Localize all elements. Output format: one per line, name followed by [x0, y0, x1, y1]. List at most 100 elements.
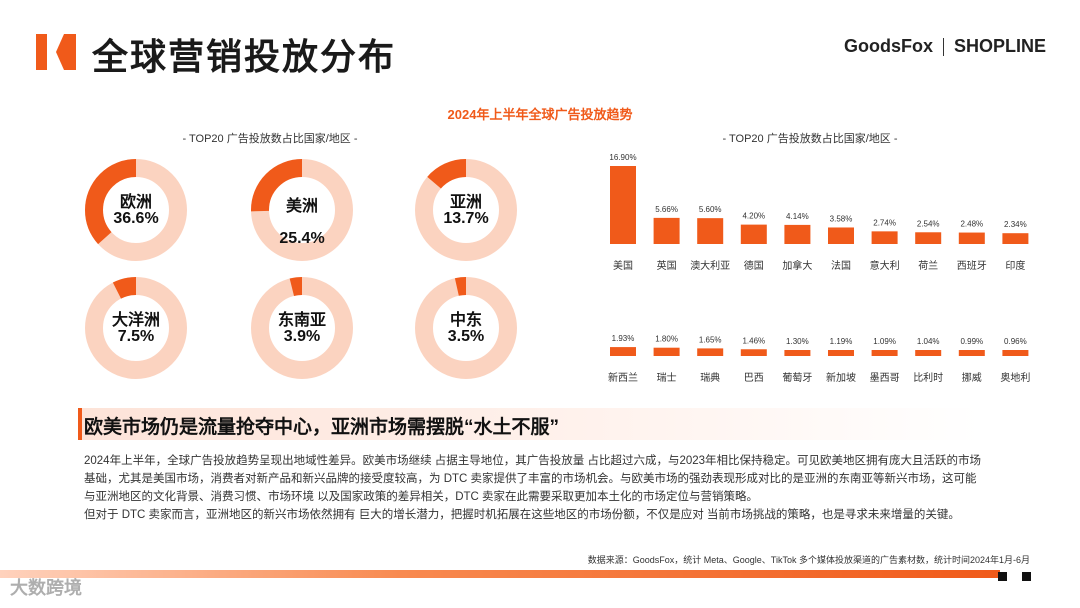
watermark: 大数跨境	[10, 578, 82, 598]
bar-category-label: 墨西哥	[870, 372, 900, 384]
donut-value: 3.5%	[447, 328, 485, 345]
bar-value-label: 1.93%	[612, 334, 635, 343]
donut-value: 25.4%	[279, 230, 325, 247]
bar-category-label: 瑞典	[700, 371, 720, 384]
bar	[828, 227, 854, 244]
body-line: 2024年上半年，全球广告投放趋势呈现出地域性差异。欧美市场继续 占据主导地位，…	[84, 455, 982, 467]
bar-value-label: 1.09%	[873, 337, 896, 346]
goodsfox-logo: GoodsFox	[843, 36, 933, 56]
donut-svg	[251, 277, 353, 379]
page-title: 全球营销投放分布	[92, 36, 397, 77]
bar	[610, 347, 636, 356]
bar-value-label: 1.46%	[742, 336, 765, 345]
donut-3: 亚洲 13.7%	[414, 158, 518, 262]
bar-category-label: 西班牙	[957, 260, 987, 272]
donut-value: 3.9%	[283, 328, 321, 345]
bar-chart-svg: 16.90% 美国 5.66% 英国 5.60% 澳大利亚 4.20% 德国 4.14% 加拿大 3…	[608, 153, 1030, 384]
donut-label: 美洲	[285, 198, 318, 215]
body-line: 基础，尤其是美国市场，消费者对新产品和新兴品牌的接受度较高，为 DTC 卖家提供…	[84, 473, 977, 485]
donut-slice	[251, 159, 353, 261]
bar	[697, 218, 724, 244]
bar	[697, 348, 724, 356]
bar	[828, 350, 854, 356]
bar	[653, 347, 680, 356]
bar-value-label: 1.80%	[655, 335, 678, 344]
footer-square	[998, 572, 1007, 581]
donut-svg	[251, 159, 353, 261]
donut-slice	[415, 159, 517, 261]
bar-value-label: 16.90%	[609, 153, 636, 162]
bar-value-label: 2.34%	[1004, 220, 1027, 229]
bar	[784, 350, 811, 356]
bar-value-label: 2.48%	[960, 220, 983, 229]
bar	[740, 349, 767, 356]
footer-gradient-bar	[0, 570, 1000, 578]
bar-category-label: 澳大利亚	[690, 259, 730, 272]
bar-value-label: 0.99%	[960, 337, 983, 346]
headline-text: 欧美市场仍是流量抢夺中心，亚洲市场需摆脱“水土不服”	[84, 417, 560, 438]
donut-value: 36.6%	[113, 210, 159, 227]
bar	[958, 232, 985, 244]
bar-value-label: 1.19%	[830, 337, 853, 346]
donut-label: 亚洲	[449, 194, 482, 211]
bar	[871, 231, 898, 244]
bar-value-label: 3.58%	[830, 214, 853, 223]
headline-banner: 欧美市场仍是流量抢夺中心，亚洲市场需摆脱“水土不服”	[78, 408, 980, 440]
donut-svg	[85, 277, 187, 379]
bar	[915, 350, 942, 356]
bar-value-label: 1.30%	[786, 337, 809, 346]
bar	[1002, 350, 1029, 356]
bar-category-label: 比利时	[913, 372, 943, 384]
bar	[1002, 233, 1029, 244]
donut-slice	[251, 277, 353, 379]
bar	[958, 350, 985, 356]
partner-brands: GoodsFox SHOPLINE	[844, 36, 1046, 57]
bar-value-label: 4.14%	[786, 212, 809, 221]
body-text: 2024年上半年，全球广告投放趋势呈现出地域性差异。欧美市场继续 占据主导地位，…	[84, 452, 1004, 524]
bar-category-label: 新加坡	[826, 371, 856, 384]
bar-category-label: 葡萄牙	[782, 371, 812, 384]
bar-category-label: 挪威	[962, 371, 982, 384]
donut-label: 东南亚	[277, 312, 326, 329]
donut-label: 欧洲	[119, 194, 152, 211]
bar-category-label: 法国	[831, 259, 851, 272]
bar-value-label: 5.66%	[655, 205, 678, 214]
bar-category-label: 瑞士	[657, 371, 677, 384]
bar-category-label: 美国	[613, 259, 633, 272]
bar-subtitle: - TOP20 广告投放数占比国家/地区 -	[722, 133, 898, 145]
brand-logo-icon	[36, 34, 76, 70]
donut-svg	[85, 159, 187, 261]
bar	[740, 224, 767, 244]
donut-4: 大洋洲 7.5%	[84, 276, 188, 380]
chart-main-title: 2024年上半年全球广告投放趋势	[447, 107, 633, 122]
bar-category-label: 加拿大	[782, 259, 812, 272]
brand-divider	[942, 37, 944, 56]
bar-category-label: 英国	[657, 259, 677, 272]
donut-slice	[85, 159, 187, 261]
body-line: 但对于 DTC 卖家而言，亚洲地区的新兴市场依然拥有 巨大的增长潜力，把握时机拓…	[84, 509, 960, 521]
bar-value-label: 1.04%	[917, 337, 940, 346]
bar	[610, 166, 636, 244]
bar-category-label: 德国	[744, 259, 764, 272]
bar-value-label: 1.65%	[699, 335, 722, 344]
bar	[915, 232, 942, 244]
bar-category-label: 新西兰	[608, 371, 638, 384]
bar-category-label: 荷兰	[918, 259, 938, 272]
bar-value-label: 2.54%	[917, 219, 940, 228]
body-line: 与亚洲地区的文化背景、消费习惯、市场环境 以及国家政策的差异相关，DTC 卖家在…	[84, 491, 759, 503]
donut-5: 东南亚 3.9%	[250, 276, 354, 380]
bar	[784, 224, 811, 244]
donut-label: 中东	[449, 312, 482, 329]
shopline-logo: SHOPLINE	[953, 36, 1046, 56]
donut-svg	[415, 159, 517, 261]
donut-label: 大洋洲	[111, 312, 160, 329]
donut-value: 13.7%	[443, 210, 489, 227]
bar-category-label: 奥地利	[1000, 371, 1030, 384]
donut-subtitle: - TOP20 广告投放数占比国家/地区 -	[182, 133, 358, 145]
headline-accent	[78, 408, 82, 440]
bar	[653, 217, 680, 244]
bar-value-label: 0.96%	[1004, 337, 1027, 346]
donut-6: 中东 3.5%	[414, 276, 518, 380]
donut-svg	[415, 277, 517, 379]
donut-value: 7.5%	[117, 328, 155, 345]
